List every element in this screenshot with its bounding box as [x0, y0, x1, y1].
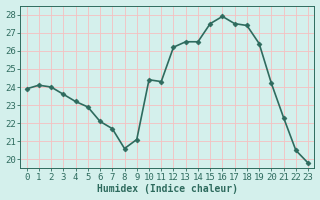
X-axis label: Humidex (Indice chaleur): Humidex (Indice chaleur) — [97, 184, 238, 194]
